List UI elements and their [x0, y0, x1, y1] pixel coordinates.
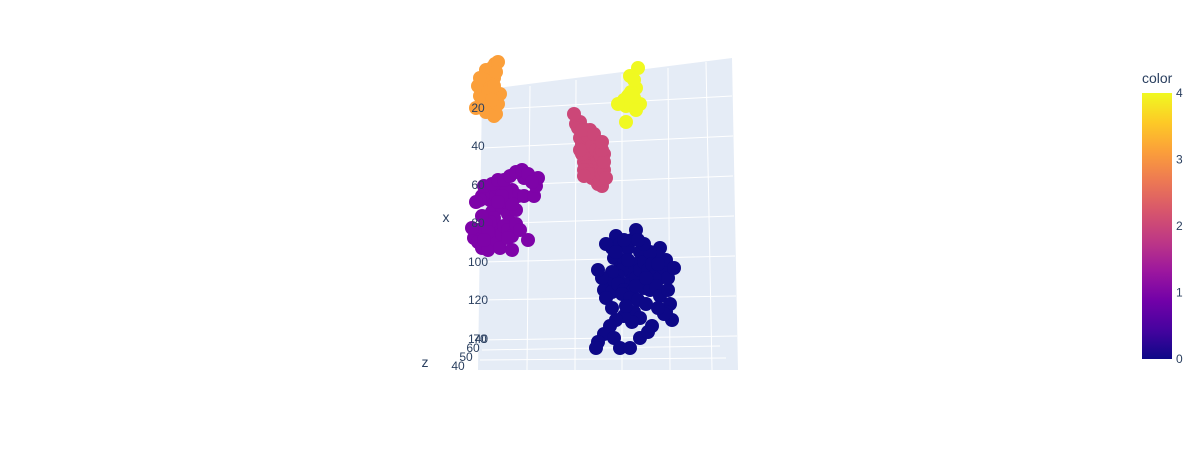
scatter-point[interactable]: [567, 107, 581, 121]
colorbar-title: color: [1142, 70, 1173, 86]
scatter-point[interactable]: [617, 233, 631, 247]
scatter-point[interactable]: [525, 175, 539, 189]
x-tick-label: 100: [468, 255, 488, 269]
scatter-point[interactable]: [641, 325, 655, 339]
colorbar-tick-label: 3: [1176, 153, 1183, 167]
scatter-point[interactable]: [475, 209, 489, 223]
scatter-point[interactable]: [627, 73, 641, 87]
z-tick-label: 40: [451, 359, 465, 373]
scatter-points: [465, 55, 681, 355]
scatter-point[interactable]: [575, 123, 589, 137]
z-tick-label: 70: [473, 332, 487, 346]
scatter-point[interactable]: [469, 195, 483, 209]
x-tick-label: 140: [468, 332, 488, 346]
colorbar-tick-label: 4: [1176, 86, 1183, 100]
scatter-point[interactable]: [651, 257, 665, 271]
scatter-point[interactable]: [621, 253, 635, 267]
scatter-point[interactable]: [613, 341, 627, 355]
scatter-point[interactable]: [485, 93, 499, 107]
x-tick-label: 80: [471, 216, 485, 230]
x-tick-label: 20: [471, 101, 485, 115]
colorbar-tick-label: 2: [1176, 219, 1183, 233]
scatter-point[interactable]: [661, 283, 675, 297]
scatter-point[interactable]: [589, 341, 603, 355]
scatter-point[interactable]: [473, 71, 487, 85]
scatter-point[interactable]: [465, 221, 479, 235]
scatter-point[interactable]: [489, 65, 503, 79]
scatter-point[interactable]: [631, 233, 645, 247]
scatter-point[interactable]: [609, 245, 623, 259]
z-tick-label: 60: [466, 341, 480, 355]
scatter-point[interactable]: [487, 79, 501, 93]
colorbar-gradient: [1142, 93, 1172, 359]
x-axis-title: x: [443, 209, 450, 225]
scatter-point[interactable]: [517, 189, 531, 203]
scatter-point[interactable]: [573, 143, 587, 157]
scatter-point[interactable]: [591, 263, 605, 277]
x-tick-label: 40: [471, 139, 485, 153]
scatter-point[interactable]: [493, 241, 507, 255]
scatter-point[interactable]: [667, 261, 681, 275]
scatter-point[interactable]: [623, 341, 637, 355]
scatter-point[interactable]: [477, 233, 491, 247]
z-axis-title: z: [422, 354, 429, 370]
scatter-point[interactable]: [597, 155, 611, 169]
scatter-point[interactable]: [505, 197, 519, 211]
x-tick-label: 60: [471, 178, 485, 192]
x-axis-ticks: 20 40 60 80 100 120 140: [468, 101, 488, 346]
scatter-point[interactable]: [491, 195, 505, 209]
colorbar-tick-label: 1: [1176, 286, 1183, 300]
scatter-point[interactable]: [651, 301, 665, 315]
scatter-point[interactable]: [605, 301, 619, 315]
z-tick-label: 50: [459, 350, 473, 364]
scatter-point[interactable]: [629, 103, 643, 117]
colorbar-tick-label: 0: [1176, 352, 1183, 366]
scatter-point[interactable]: [505, 243, 519, 257]
colorbar-ticks: 0 1 2 3 4: [1176, 86, 1183, 366]
colorbar: color 0 1 2 3 4: [1142, 70, 1183, 366]
scatter-point[interactable]: [629, 279, 643, 293]
scatter-point[interactable]: [619, 115, 633, 129]
scatter-point[interactable]: [611, 97, 625, 111]
scatter-point[interactable]: [521, 233, 535, 247]
scatter-point[interactable]: [619, 299, 633, 313]
scatter-point[interactable]: [577, 169, 591, 183]
scatter-point[interactable]: [513, 223, 527, 237]
scatter-point[interactable]: [639, 271, 653, 285]
scatter-point[interactable]: [639, 297, 653, 311]
scatter-point[interactable]: [599, 171, 613, 185]
scatter-point[interactable]: [475, 93, 489, 107]
scatter-point[interactable]: [595, 135, 609, 149]
x-tick-label: 120: [468, 293, 488, 307]
scatter-point[interactable]: [599, 237, 613, 251]
scatter-point[interactable]: [501, 231, 515, 245]
